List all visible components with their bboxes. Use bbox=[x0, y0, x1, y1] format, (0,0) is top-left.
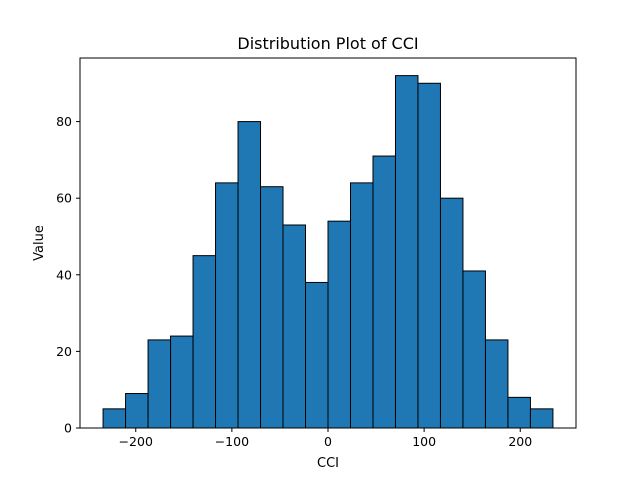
plot-frame bbox=[79, 57, 577, 429]
histogram-bar bbox=[417, 82, 441, 429]
bars-group bbox=[102, 75, 554, 429]
histogram-bar bbox=[372, 155, 396, 429]
histogram-bar bbox=[394, 75, 419, 429]
y-tick-label: 60 bbox=[56, 191, 72, 206]
histogram-bar bbox=[327, 220, 351, 429]
y-tick-label: 20 bbox=[56, 344, 72, 359]
y-tick-label: 80 bbox=[56, 114, 72, 129]
histogram-bar bbox=[260, 186, 284, 429]
histogram-bar bbox=[170, 335, 194, 429]
histogram-bar bbox=[282, 224, 307, 429]
histogram-bar bbox=[439, 197, 464, 429]
histogram-bar bbox=[237, 121, 262, 429]
histogram-bar bbox=[305, 281, 329, 429]
y-axis-ticks: 0 20 40 60 80 bbox=[56, 114, 80, 436]
y-tick-label: 0 bbox=[64, 421, 72, 436]
histogram-bar bbox=[215, 182, 239, 429]
x-tick-label: −200 bbox=[119, 434, 153, 449]
x-tick-label: 100 bbox=[412, 434, 436, 449]
histogram-bar bbox=[147, 339, 172, 429]
x-axis-ticks: −200 −100 0 100 200 bbox=[119, 428, 532, 449]
y-tick-label: 40 bbox=[56, 267, 72, 282]
chart-title: Distribution Plot of CCI bbox=[237, 34, 418, 53]
histogram-bar bbox=[529, 408, 554, 429]
histogram-bar bbox=[462, 270, 486, 429]
histogram-bar bbox=[102, 408, 127, 429]
x-tick-label: 200 bbox=[508, 434, 532, 449]
histogram-bar bbox=[484, 339, 509, 429]
histogram-bar bbox=[507, 396, 531, 429]
y-axis-label: Value bbox=[32, 225, 47, 261]
histogram-bar bbox=[192, 255, 217, 429]
x-axis-label: CCI bbox=[317, 456, 339, 471]
histogram-bar bbox=[125, 393, 149, 429]
histogram-bar bbox=[349, 182, 374, 429]
x-tick-label: −100 bbox=[215, 434, 249, 449]
x-tick-label: 0 bbox=[324, 434, 332, 449]
